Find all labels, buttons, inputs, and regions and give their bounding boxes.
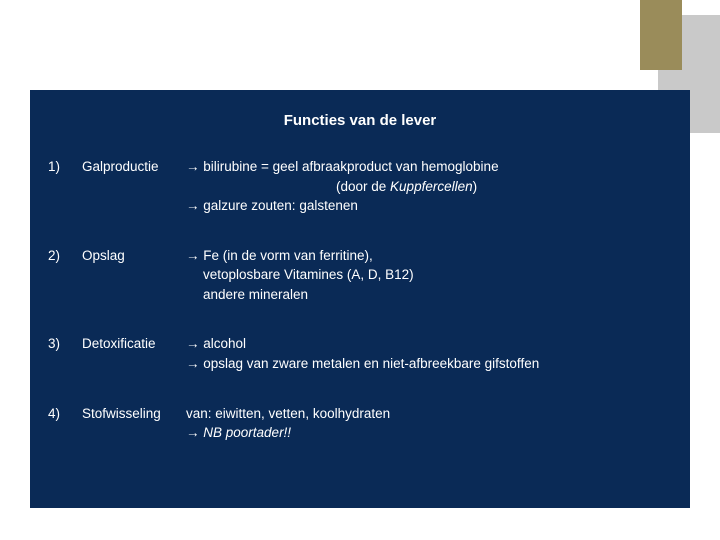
item-number: 2) (48, 246, 82, 266)
item-content: → bilirubine = geel afbraakproduct van h… (186, 157, 672, 216)
text-line: andere mineralen (186, 285, 672, 305)
text-line: → alcohol (186, 334, 672, 354)
text-line: vetoplosbare Vitamines (A, D, B12) (186, 265, 672, 285)
text-line: → opslag van zware metalen en niet-afbre… (186, 354, 672, 374)
list-item: 2) Opslag → Fe (in de vorm van ferritine… (48, 246, 672, 305)
slide-panel: Functies van de lever 1) Galproductie → … (30, 90, 690, 508)
text-span: (door de (336, 179, 390, 194)
text-italic: NB poortader!! (203, 425, 291, 440)
item-number: 3) (48, 334, 82, 354)
text-span: → (186, 425, 203, 440)
text-line: → bilirubine = geel afbraakproduct van h… (186, 157, 672, 177)
text-line: (door de Kuppfercellen) (186, 177, 672, 197)
decor-khaki-block (640, 0, 682, 70)
text-line: → galzure zouten: galstenen (186, 196, 672, 216)
item-number: 4) (48, 404, 82, 424)
item-label: Detoxificatie (82, 334, 186, 354)
item-label: Galproductie (82, 157, 186, 177)
text-italic: Kuppfercellen (390, 179, 473, 194)
item-label: Opslag (82, 246, 186, 266)
list-item: 1) Galproductie → bilirubine = geel afbr… (48, 157, 672, 216)
item-label: Stofwisseling (82, 404, 186, 424)
text-line: → Fe (in de vorm van ferritine), (186, 246, 672, 266)
list-item: 3) Detoxificatie → alcohol → opslag van … (48, 334, 672, 373)
list-item: 4) Stofwisseling van: eiwitten, vetten, … (48, 404, 672, 443)
text-line: van: eiwitten, vetten, koolhydraten (186, 404, 672, 424)
item-content: → alcohol → opslag van zware metalen en … (186, 334, 672, 373)
text-span: ) (473, 179, 478, 194)
item-number: 1) (48, 157, 82, 177)
text-line: → NB poortader!! (186, 423, 672, 443)
item-content: → Fe (in de vorm van ferritine), vetoplo… (186, 246, 672, 305)
slide-title: Functies van de lever (48, 112, 672, 129)
item-content: van: eiwitten, vetten, koolhydraten → NB… (186, 404, 672, 443)
